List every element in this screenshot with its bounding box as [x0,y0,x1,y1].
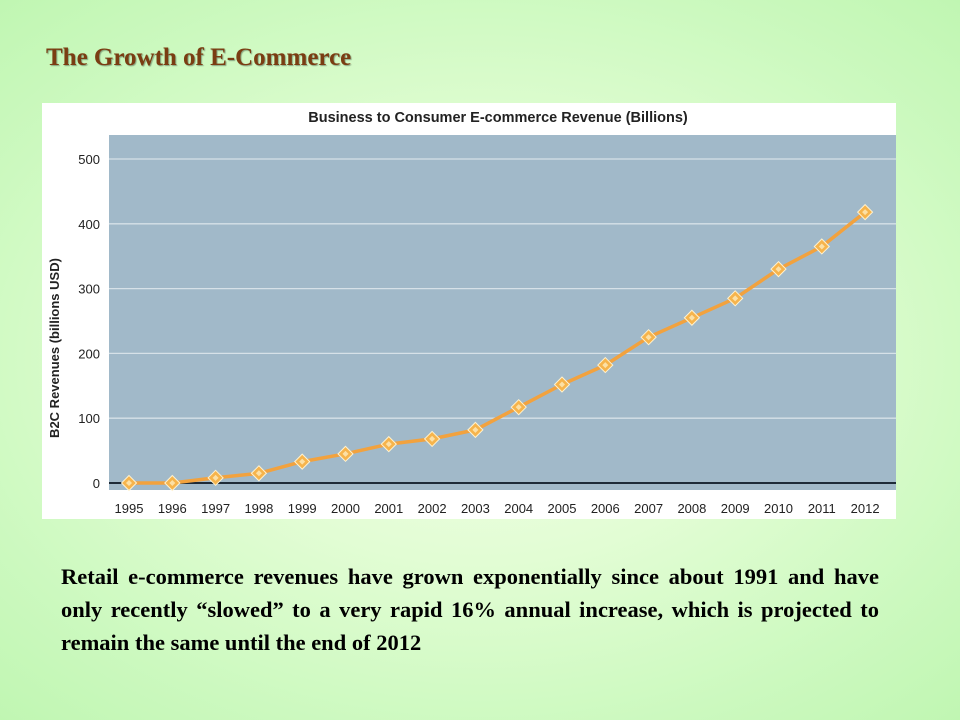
body-text: Retail e-commerce revenues have grown ex… [61,564,879,655]
x-tick-label: 1996 [158,501,187,516]
data-point-highlight [515,404,522,411]
x-tick-label: 1997 [201,501,230,516]
data-point-highlight [645,334,652,341]
chart-title: Business to Consumer E-commerce Revenue … [308,110,688,126]
y-tick-label: 300 [78,282,100,297]
plot-area [109,135,896,490]
x-tick-label: 1998 [244,501,273,516]
data-point-highlight [472,426,479,433]
data-point-highlight [342,450,349,457]
slide-title: The Growth of E-Commerce [46,44,352,71]
data-point-highlight [688,314,695,321]
data-point-highlight [429,435,436,442]
data-point-highlight [732,295,739,302]
x-tick-label: 2011 [808,501,836,516]
y-axis-label: B2C Revenues (billions USD) [47,258,62,438]
x-tick-label: 2001 [374,501,403,516]
x-tick-label: 2006 [591,501,620,516]
x-tick-label: 2002 [418,501,447,516]
data-point-highlight [255,470,262,477]
x-tick-label: 2010 [764,501,793,516]
x-tick-label: 2012 [851,501,880,516]
data-point-highlight [299,458,306,465]
data-point-highlight [169,480,176,486]
data-point-highlight [862,209,869,216]
x-tick-label: 1995 [115,501,144,516]
x-tick-label: 2003 [461,501,490,516]
revenue-chart: Business to Consumer E-commerce Revenue … [42,103,896,519]
x-tick-label: 2008 [677,501,706,516]
y-tick-label: 100 [78,411,100,426]
y-tick-label: 0 [93,476,100,491]
data-point-highlight [818,243,825,250]
data-point-highlight [385,441,392,448]
data-point-highlight [559,381,565,388]
data-point-highlight [775,266,782,273]
data-point-highlight [126,480,132,486]
x-tick-label: 2005 [548,501,577,516]
y-tick-label: 500 [78,152,100,167]
y-tick-label: 200 [78,346,100,361]
y-tick-label: 400 [78,217,100,232]
x-tick-label: 2000 [331,501,360,516]
x-tick-label: 1999 [288,501,317,516]
data-point-highlight [212,474,219,481]
x-tick-label: 2009 [721,501,750,516]
x-tick-label: 2004 [504,501,533,516]
data-point-highlight [602,362,609,369]
x-tick-label: 2007 [634,501,663,516]
chart-svg: Business to Consumer E-commerce Revenue … [47,110,896,516]
